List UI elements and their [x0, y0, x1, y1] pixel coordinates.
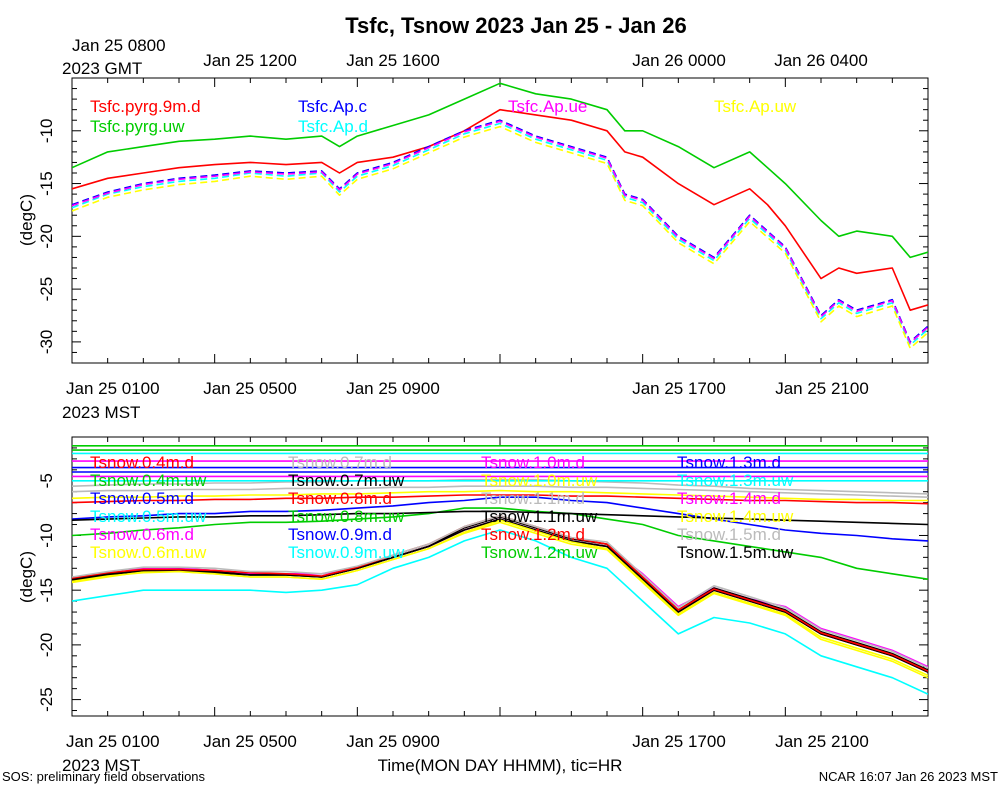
legend-entry: Tsnow.1.1m.uw	[481, 507, 598, 526]
legend-entry: Tsnow.0.6m.uw	[90, 543, 207, 562]
legend-entry: Tsfc.Ap.d	[298, 117, 368, 136]
legend-entry: Tsnow.0.8m.d	[288, 489, 392, 508]
legend-entry: Tsnow.1.5m.d	[677, 525, 781, 544]
legend-entry: Tsnow.0.9m.d	[288, 525, 392, 544]
legend-entry: Tsfc.pyrg.uw	[90, 117, 185, 136]
legend-entry: Tsnow.1.3m.d	[677, 453, 781, 472]
y-axis-title: (degC)	[17, 551, 36, 603]
bottom-axis-first-label-line1: Jan 25 0100	[66, 732, 160, 751]
legend-entry: Tsnow.0.5m.d	[90, 489, 194, 508]
mid-axis-label: Jan 25 0500	[203, 379, 297, 398]
series-line	[72, 510, 928, 526]
top-axis-first-label-line2: 2023 GMT	[62, 59, 142, 78]
y-tick-label: -5	[37, 473, 56, 488]
legend-entry: Tsnow.0.8m.uw	[288, 507, 405, 526]
legend-entry: Tsnow.0.7m.uw	[288, 471, 405, 490]
footer-source-note: SOS: preliminary field observations	[2, 769, 206, 784]
chart-title: Tsfc, Tsnow 2023 Jan 25 - Jan 26	[345, 13, 687, 38]
series-line	[72, 514, 928, 669]
y-tick-label: -25	[37, 277, 56, 302]
series-line	[72, 489, 928, 502]
legend-entry: Tsnow.1.2m.uw	[481, 543, 598, 562]
legend-entry: Tsnow.0.4m.uw	[90, 471, 207, 490]
series-line	[72, 519, 928, 677]
bottom-axis-first-label-line2: 2023 MST	[62, 756, 140, 775]
middle-time-axis: Jan 25 0100 2023 MST Jan 25 0500 Jan 25 …	[62, 379, 869, 422]
legend-entry: Tsnow.1.4m.uw	[677, 507, 794, 526]
legend-entry: Tsnow.1.0m.d	[481, 453, 585, 472]
bottom-time-axis: Jan 25 0100 2023 MST Jan 25 0500 Jan 25 …	[62, 732, 869, 775]
series-line	[72, 125, 928, 350]
y-tick-label: -15	[37, 171, 56, 196]
y-tick-label: -25	[37, 687, 56, 712]
series-lines	[72, 82, 928, 350]
legend-entry: Tsfc.Ap.uw	[714, 97, 797, 116]
series-line	[72, 478, 928, 495]
legend-entry: Tsnow.0.9m.uw	[288, 543, 405, 562]
bottom-axis-label: Jan 25 2100	[775, 732, 869, 751]
series-line	[72, 529, 928, 695]
y-tick-label: -10	[37, 523, 56, 548]
mid-axis-label: Jan 25 1700	[632, 379, 726, 398]
mid-axis-label: Jan 25 0900	[346, 379, 440, 398]
bottom-axis-label: Jan 25 0500	[203, 732, 297, 751]
footer-timestamp: NCAR 16:07 Jan 26 2023 MST	[819, 769, 998, 784]
legend-entry: Tsnow.0.5m.uw	[90, 507, 207, 526]
top-axis-label: Jan 25 1600	[346, 51, 440, 70]
x-axis-title: Time(MON DAY HHMM), tic=HR	[378, 756, 623, 775]
legend-entry: Tsnow.1.1m.d	[481, 489, 585, 508]
y-tick-label: -20	[37, 633, 56, 658]
legend-entry: Tsfc.Ap.ue	[508, 97, 587, 116]
series-line	[72, 122, 928, 346]
bottom-axis-label: Jan 25 0900	[346, 732, 440, 751]
legend-entry: Tsfc.Ap.c	[298, 97, 367, 116]
legend-entry: Tsnow.1.2m.d	[481, 525, 585, 544]
y-tick-label: -15	[37, 578, 56, 603]
top-axis-label: Jan 26 0000	[632, 51, 726, 70]
mid-axis-label: Jan 25 2100	[775, 379, 869, 398]
series-line	[72, 516, 928, 671]
mid-axis-first-label-line2: 2023 MST	[62, 403, 140, 422]
mid-axis-first-label-line1: Jan 25 0100	[66, 379, 160, 398]
bottom-axis-label: Jan 25 1700	[632, 732, 726, 751]
tsnow-panel: -25-20-15-10-5(degC)Tsnow.0.4m.dTsnow.0.…	[17, 436, 929, 717]
tsfc-panel: -30-25-20-15-10(degC)Tsfc.pyrg.9m.dTsfc.…	[17, 77, 929, 364]
legend-entry: Tsnow.0.6m.d	[90, 525, 194, 544]
series-line	[72, 494, 928, 505]
legend-entry: Tsfc.pyrg.9m.d	[90, 97, 201, 116]
legend-entry: Tsnow.0.4m.d	[90, 453, 194, 472]
top-axis-first-label-line1: Jan 25 0800	[72, 36, 166, 55]
series-line	[72, 82, 928, 259]
y-tick-label: -10	[37, 118, 56, 143]
series-line	[72, 507, 928, 580]
top-axis-label: Jan 26 0400	[774, 51, 868, 70]
series-line	[72, 496, 928, 542]
series-line	[72, 108, 928, 312]
series-lines	[72, 444, 928, 695]
series-line	[72, 120, 928, 344]
legend-entry: Tsnow.1.3m.uw	[677, 471, 794, 490]
series-line	[72, 119, 928, 343]
top-axis-label: Jan 25 1200	[203, 51, 297, 70]
legend-entry: Tsnow.1.4m.d	[677, 489, 781, 508]
y-tick-label: -30	[37, 330, 56, 355]
top-time-axis: Jan 25 0800 2023 GMT Jan 25 1200 Jan 25 …	[62, 36, 868, 78]
y-axis-title: (degC)	[17, 194, 36, 246]
legend-entry: Tsnow.1.5m.uw	[677, 543, 794, 562]
legend-entry: Tsnow.1.0m.uw	[481, 471, 598, 490]
y-tick-label: -20	[37, 224, 56, 249]
series-line	[72, 518, 928, 673]
legend-entry: Tsnow.0.7m.d	[288, 453, 392, 472]
series-line	[72, 485, 928, 498]
